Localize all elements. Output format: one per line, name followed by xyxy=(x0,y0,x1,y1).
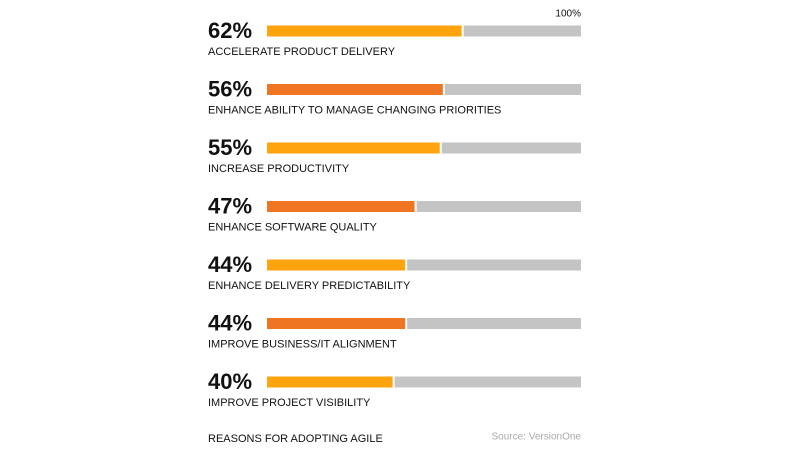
bar-track xyxy=(416,201,581,212)
source-note: Source: VersionOne xyxy=(492,432,582,443)
category-label: IMPROVE PROJECT VISIBILITY xyxy=(208,397,371,409)
value-label: 62% xyxy=(208,18,252,43)
category-label: ENHANCE ABILITY TO MANAGE CHANGING PRIOR… xyxy=(208,104,501,116)
value-label: 44% xyxy=(208,252,252,277)
category-label: INCREASE PRODUCTIVITY xyxy=(208,163,350,175)
bar xyxy=(267,84,443,95)
value-label: 40% xyxy=(208,369,252,394)
x-tick-label: 100% xyxy=(555,9,581,20)
category-label: ACCELERATE PRODUCT DELIVERY xyxy=(208,46,396,58)
category-label: ENHANCE SOFTWARE QUALITY xyxy=(208,221,378,233)
bar-track xyxy=(463,25,581,37)
bar xyxy=(267,201,415,212)
bar-track xyxy=(394,376,581,388)
bar-track xyxy=(444,84,581,95)
value-label: 44% xyxy=(208,310,252,335)
category-label: ENHANCE DELIVERY PREDICTABILITY xyxy=(208,280,411,292)
value-label: 55% xyxy=(208,135,252,160)
bar xyxy=(267,318,406,329)
bar xyxy=(267,259,406,271)
bar xyxy=(267,376,393,388)
bar xyxy=(267,25,462,37)
bar-track xyxy=(441,142,581,154)
value-label: 47% xyxy=(208,193,252,218)
bar-track xyxy=(407,259,581,271)
bar xyxy=(267,142,440,154)
bar-track xyxy=(407,318,581,329)
chart-title: REASONS FOR ADOPTING AGILE xyxy=(208,433,383,445)
category-label: IMPROVE BUSINESS/IT ALIGNMENT xyxy=(208,338,397,350)
value-label: 56% xyxy=(208,76,252,101)
